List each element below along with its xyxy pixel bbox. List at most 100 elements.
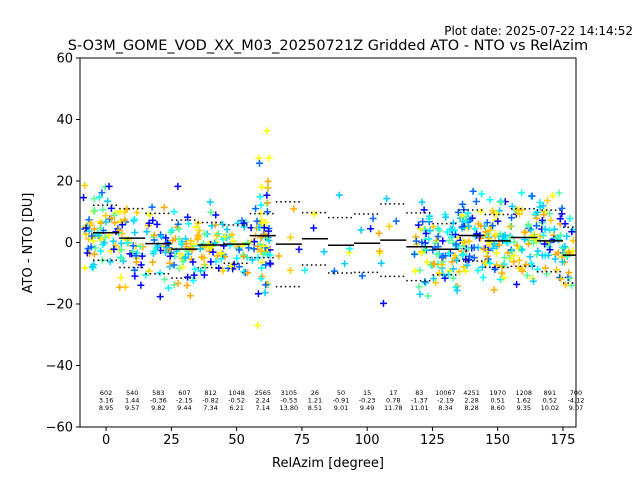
data-point — [561, 243, 569, 251]
data-point — [265, 227, 273, 235]
data-point — [191, 265, 199, 273]
data-point — [196, 245, 204, 253]
data-point — [233, 254, 241, 262]
data-point — [411, 267, 419, 275]
x-tick-label: 150 — [485, 433, 510, 448]
data-point — [438, 261, 446, 269]
data-point — [264, 184, 272, 192]
data-point — [515, 244, 523, 252]
data-point — [377, 259, 385, 267]
data-point — [449, 274, 457, 282]
data-point — [562, 281, 570, 289]
data-point — [131, 215, 139, 223]
data-point — [418, 238, 426, 246]
data-point — [500, 254, 508, 262]
data-point — [385, 222, 393, 230]
data-point — [493, 249, 501, 257]
bin-mean-label: -2.15 — [176, 397, 193, 405]
data-point — [257, 201, 265, 209]
data-point — [182, 240, 190, 248]
data-point — [540, 211, 548, 219]
bin-mean-label: 2.24 — [255, 397, 269, 405]
data-point — [117, 274, 125, 282]
data-point — [439, 252, 447, 260]
data-point — [465, 222, 473, 230]
data-point — [445, 250, 453, 258]
bin-std-label: 11.01 — [410, 404, 429, 412]
data-point — [107, 204, 115, 212]
data-point — [146, 211, 154, 219]
data-point — [95, 193, 103, 201]
data-point — [132, 258, 140, 266]
data-point — [263, 127, 271, 135]
data-point — [186, 292, 194, 300]
data-point — [250, 238, 258, 246]
data-point — [548, 192, 556, 200]
data-point — [566, 215, 574, 223]
y-tick-label: 60 — [56, 52, 73, 67]
data-point — [425, 235, 433, 243]
data-point — [226, 241, 234, 249]
data-point — [526, 253, 534, 261]
axes: 0 25 50 75 100 125 150 175 −60 −40 −20 0 20 40 60 — [46, 52, 577, 448]
data-point — [464, 244, 472, 252]
data-point — [536, 233, 544, 241]
data-point — [100, 239, 108, 247]
data-point — [379, 299, 387, 307]
data-point — [290, 205, 298, 213]
data-point — [556, 274, 564, 282]
bin-mean-label: -0.23 — [359, 397, 376, 405]
data-point — [133, 209, 141, 217]
data-point — [341, 260, 349, 268]
data-point — [178, 264, 186, 272]
bin-count-label: 607 — [178, 389, 190, 397]
data-point — [482, 228, 490, 236]
data-point — [116, 283, 124, 291]
bin-count-label: 50 — [337, 389, 345, 397]
data-point — [98, 189, 106, 197]
data-point — [87, 219, 95, 227]
data-point — [263, 280, 271, 288]
data-point — [508, 214, 516, 222]
data-point — [87, 243, 95, 251]
data-point — [539, 202, 547, 210]
data-point — [416, 290, 424, 298]
data-point — [187, 237, 195, 245]
data-point — [544, 251, 552, 259]
data-point — [121, 216, 129, 224]
data-point — [255, 159, 263, 167]
data-point — [459, 250, 467, 258]
data-point — [244, 269, 252, 277]
data-point — [82, 224, 90, 232]
data-point — [142, 271, 150, 279]
data-point — [175, 225, 183, 233]
data-point — [546, 246, 554, 254]
data-point — [198, 253, 206, 261]
data-point — [239, 241, 247, 249]
data-point — [417, 225, 425, 233]
data-point — [471, 225, 479, 233]
data-point — [227, 262, 235, 270]
data-point — [483, 219, 491, 227]
bin-std-label: 9.82 — [151, 404, 165, 412]
data-point — [448, 258, 456, 266]
data-point — [445, 236, 453, 244]
data-point — [546, 226, 554, 234]
data-point — [479, 273, 487, 281]
data-point — [557, 275, 565, 283]
data-point — [494, 217, 502, 225]
data-point — [451, 252, 459, 260]
data-point — [451, 226, 459, 234]
data-point — [477, 208, 485, 216]
data-point — [462, 255, 470, 263]
bin-count-label: 1208 — [516, 389, 533, 397]
data-point — [489, 222, 497, 230]
data-point — [528, 192, 536, 200]
data-point — [551, 255, 559, 263]
data-point — [118, 221, 126, 229]
data-point — [187, 244, 195, 252]
data-point — [539, 232, 547, 240]
data-point — [115, 226, 123, 234]
bin-mean-label: -0.52 — [228, 397, 245, 405]
